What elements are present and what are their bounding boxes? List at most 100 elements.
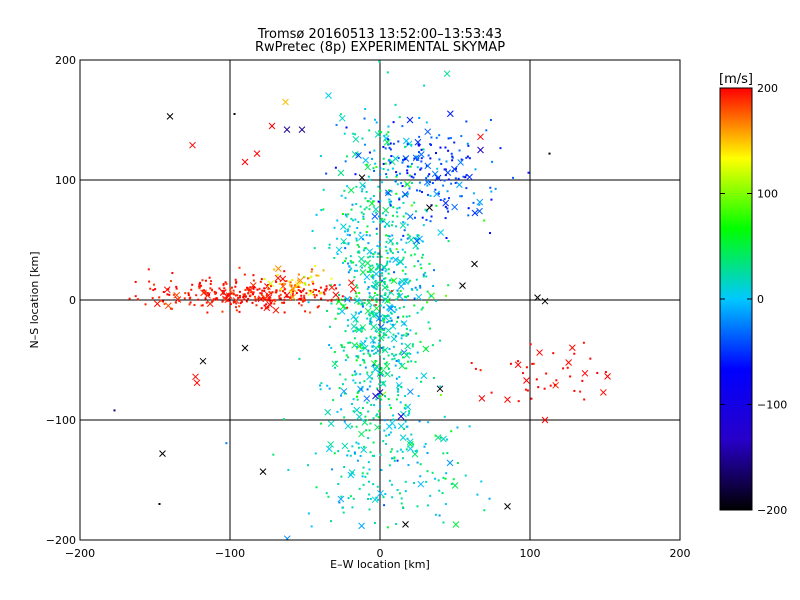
data-point <box>381 220 384 223</box>
data-point <box>354 373 357 376</box>
data-point <box>380 398 383 401</box>
data-point-x <box>266 301 273 308</box>
data-point <box>383 395 386 398</box>
data-point <box>363 361 366 364</box>
data-point <box>297 285 300 288</box>
data-point <box>371 454 374 457</box>
data-point <box>289 283 292 286</box>
data-point <box>439 385 442 388</box>
data-point <box>375 496 378 499</box>
data-point-x <box>359 260 366 268</box>
data-point-x <box>565 359 572 366</box>
data-point <box>347 262 350 265</box>
data-point <box>309 289 312 292</box>
data-point <box>351 219 354 222</box>
data-point <box>338 283 341 286</box>
data-point <box>360 190 363 193</box>
data-point <box>468 157 471 160</box>
data-point <box>386 315 389 318</box>
data-point <box>269 300 272 303</box>
data-point <box>418 181 421 184</box>
data-point <box>373 292 376 295</box>
data-point-x <box>375 315 383 322</box>
data-point <box>470 362 473 365</box>
data-point <box>374 118 377 121</box>
data-point <box>434 152 437 155</box>
data-point <box>406 169 409 172</box>
data-point-x <box>272 306 280 314</box>
data-point <box>391 353 394 356</box>
data-point <box>232 292 235 295</box>
data-point <box>364 197 367 200</box>
data-point <box>259 292 262 295</box>
data-point <box>337 312 340 315</box>
data-point <box>385 249 388 252</box>
data-point <box>435 136 438 139</box>
data-point <box>382 332 385 335</box>
data-point <box>428 173 431 176</box>
data-point <box>427 321 430 324</box>
data-point <box>283 301 286 304</box>
data-point <box>389 406 392 409</box>
data-point <box>337 307 340 310</box>
data-point <box>352 398 355 401</box>
data-point <box>447 137 450 140</box>
data-point <box>368 508 371 511</box>
data-point <box>346 306 349 309</box>
data-point <box>447 210 450 213</box>
data-point <box>379 219 382 222</box>
data-point <box>175 285 178 288</box>
data-point <box>383 280 386 283</box>
data-point <box>204 291 207 294</box>
data-point <box>344 160 347 163</box>
data-point <box>393 457 396 460</box>
data-point <box>340 495 343 498</box>
data-point <box>297 288 300 291</box>
data-point <box>206 292 209 295</box>
data-point-x <box>377 334 385 342</box>
data-point <box>353 269 356 272</box>
data-point <box>300 294 303 297</box>
data-point <box>378 342 381 345</box>
data-point <box>357 446 360 449</box>
data-point <box>249 294 252 297</box>
data-point <box>344 378 347 381</box>
data-point <box>385 176 388 179</box>
data-point <box>172 293 175 296</box>
data-point-x <box>267 280 275 287</box>
data-point <box>307 464 310 467</box>
data-point <box>444 477 447 480</box>
data-point <box>381 279 384 282</box>
data-point <box>322 291 325 294</box>
data-point <box>445 237 448 240</box>
data-point <box>221 300 224 303</box>
data-point <box>400 337 403 340</box>
data-point <box>369 255 372 258</box>
data-point <box>355 264 358 267</box>
data-point <box>242 295 245 298</box>
data-point <box>444 205 447 208</box>
data-point <box>378 343 381 346</box>
data-point <box>371 349 374 352</box>
data-point <box>415 377 418 380</box>
data-point <box>387 143 390 146</box>
data-point <box>381 317 384 320</box>
data-point-x <box>282 98 289 106</box>
data-point-x <box>415 293 423 301</box>
data-point <box>283 270 286 273</box>
data-point <box>198 285 201 288</box>
data-point <box>371 371 374 374</box>
data-point <box>325 287 328 290</box>
data-point <box>437 192 440 195</box>
data-point <box>382 168 385 171</box>
data-point <box>370 403 373 406</box>
data-point <box>396 459 399 462</box>
data-point <box>346 230 349 233</box>
data-point <box>410 360 413 363</box>
data-point <box>154 288 157 291</box>
data-point <box>404 266 407 269</box>
data-point <box>352 410 355 413</box>
data-point <box>380 367 383 370</box>
data-point <box>399 448 402 451</box>
data-point-x <box>383 362 391 370</box>
